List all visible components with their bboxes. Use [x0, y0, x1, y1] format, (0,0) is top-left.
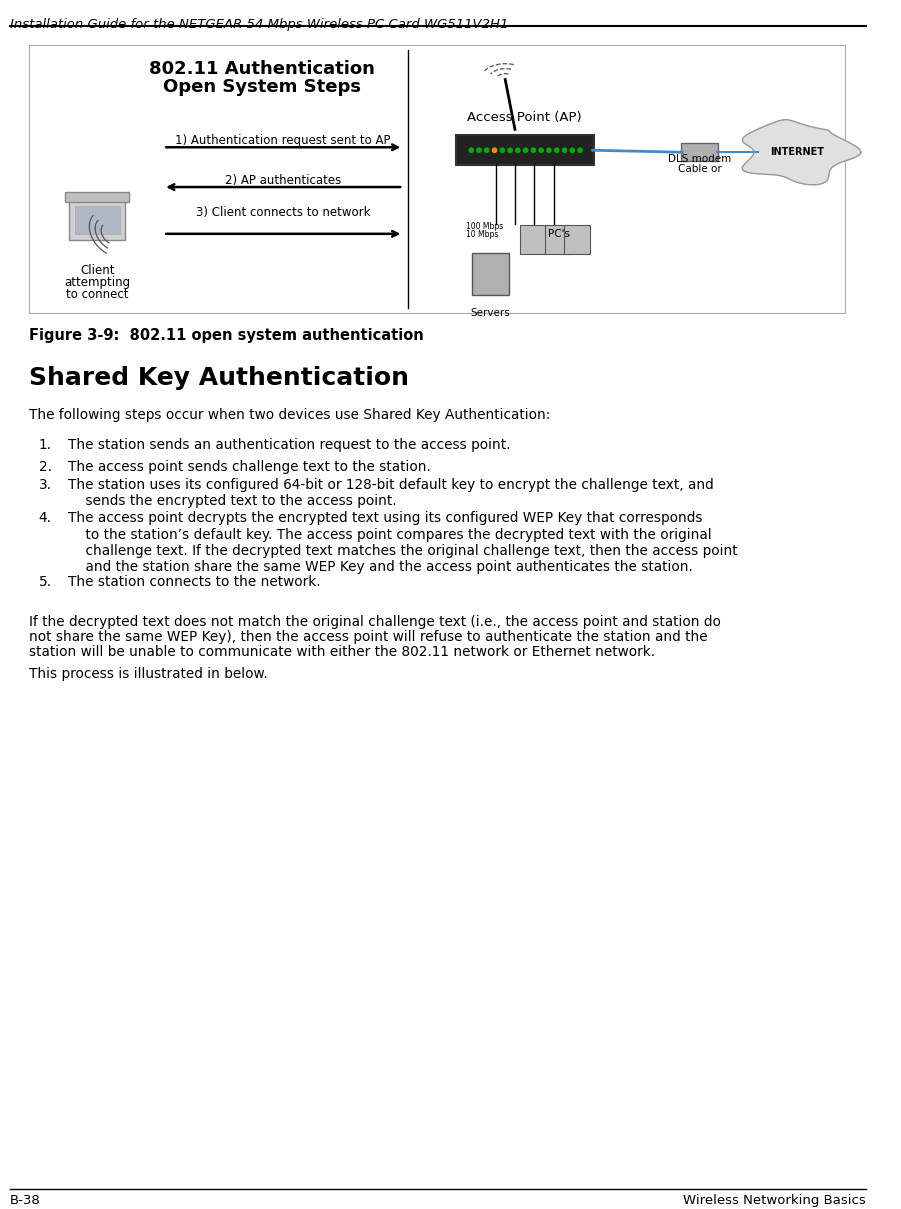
- Circle shape: [523, 147, 528, 152]
- Text: This process is illustrated in below.: This process is illustrated in below.: [29, 666, 268, 681]
- Circle shape: [547, 147, 551, 152]
- Text: Cable or: Cable or: [678, 164, 722, 174]
- Text: Access Point (AP): Access Point (AP): [468, 111, 582, 125]
- Circle shape: [578, 147, 582, 152]
- FancyBboxPatch shape: [564, 225, 590, 254]
- Text: The station uses its configured 64-bit or 128-bit default key to encrypt the cha: The station uses its configured 64-bit o…: [68, 478, 714, 508]
- Text: The following steps occur when two devices use Shared Key Authentication:: The following steps occur when two devic…: [29, 407, 551, 422]
- FancyBboxPatch shape: [75, 206, 120, 233]
- Text: 802.11 Authentication: 802.11 Authentication: [150, 59, 375, 77]
- FancyBboxPatch shape: [544, 225, 571, 254]
- Text: station will be unable to communicate with either the 802.11 network or Ethernet: station will be unable to communicate wi…: [29, 644, 655, 659]
- Text: Client: Client: [80, 264, 114, 277]
- Text: Installation Guide for the NETGEAR 54 Mbps Wireless PC Card WG511V2H1: Installation Guide for the NETGEAR 54 Mb…: [10, 18, 508, 31]
- Text: The access point decrypts the encrypted text using its configured WEP Key that c: The access point decrypts the encrypted …: [68, 511, 738, 574]
- Text: Wireless Networking Basics: Wireless Networking Basics: [683, 1194, 866, 1207]
- Text: 100 Mbps: 100 Mbps: [467, 222, 504, 231]
- Text: 2) AP authenticates: 2) AP authenticates: [225, 174, 341, 187]
- Text: The station connects to the network.: The station connects to the network.: [68, 575, 321, 589]
- Circle shape: [493, 147, 496, 152]
- Circle shape: [539, 147, 543, 152]
- Circle shape: [532, 147, 535, 152]
- Text: 1.: 1.: [39, 438, 52, 452]
- Text: PC's: PC's: [548, 229, 569, 239]
- FancyBboxPatch shape: [456, 135, 594, 166]
- Text: If the decrypted text does not match the original challenge text (i.e., the acce: If the decrypted text does not match the…: [29, 615, 721, 629]
- Circle shape: [508, 147, 513, 152]
- FancyBboxPatch shape: [520, 225, 547, 254]
- Text: 2.: 2.: [39, 459, 52, 474]
- Circle shape: [555, 147, 559, 152]
- Text: 4.: 4.: [39, 511, 52, 526]
- Text: Shared Key Authentication: Shared Key Authentication: [29, 366, 409, 391]
- Text: 3.: 3.: [39, 478, 52, 492]
- Text: DLS modem: DLS modem: [668, 155, 732, 164]
- Text: The access point sends challenge text to the station.: The access point sends challenge text to…: [68, 459, 431, 474]
- FancyBboxPatch shape: [472, 253, 509, 295]
- Circle shape: [477, 147, 481, 152]
- Text: Open System Steps: Open System Steps: [163, 77, 361, 96]
- Text: The station sends an authentication request to the access point.: The station sends an authentication requ…: [68, 438, 511, 452]
- Text: 10 Mbps: 10 Mbps: [467, 230, 499, 239]
- Text: INTERNET: INTERNET: [769, 147, 824, 157]
- Circle shape: [570, 147, 575, 152]
- Text: attempting: attempting: [64, 276, 131, 289]
- Circle shape: [562, 147, 567, 152]
- Text: 1) Authentication request sent to AP: 1) Authentication request sent to AP: [176, 134, 391, 147]
- Circle shape: [500, 147, 505, 152]
- Text: 5.: 5.: [39, 575, 52, 589]
- Text: Servers: Servers: [471, 308, 511, 318]
- Text: 3) Client connects to network: 3) Client connects to network: [196, 206, 370, 219]
- Circle shape: [469, 147, 473, 152]
- Text: Figure 3-9:  802.11 open system authentication: Figure 3-9: 802.11 open system authentic…: [29, 329, 423, 343]
- Text: to connect: to connect: [66, 288, 129, 301]
- Text: B-38: B-38: [10, 1194, 41, 1207]
- FancyBboxPatch shape: [29, 45, 845, 313]
- Circle shape: [485, 147, 489, 152]
- FancyBboxPatch shape: [69, 199, 125, 239]
- Polygon shape: [742, 120, 860, 185]
- FancyBboxPatch shape: [681, 144, 718, 161]
- FancyBboxPatch shape: [65, 192, 129, 202]
- Text: not share the same WEP Key), then the access point will refuse to authenticate t: not share the same WEP Key), then the ac…: [29, 630, 708, 644]
- Circle shape: [515, 147, 520, 152]
